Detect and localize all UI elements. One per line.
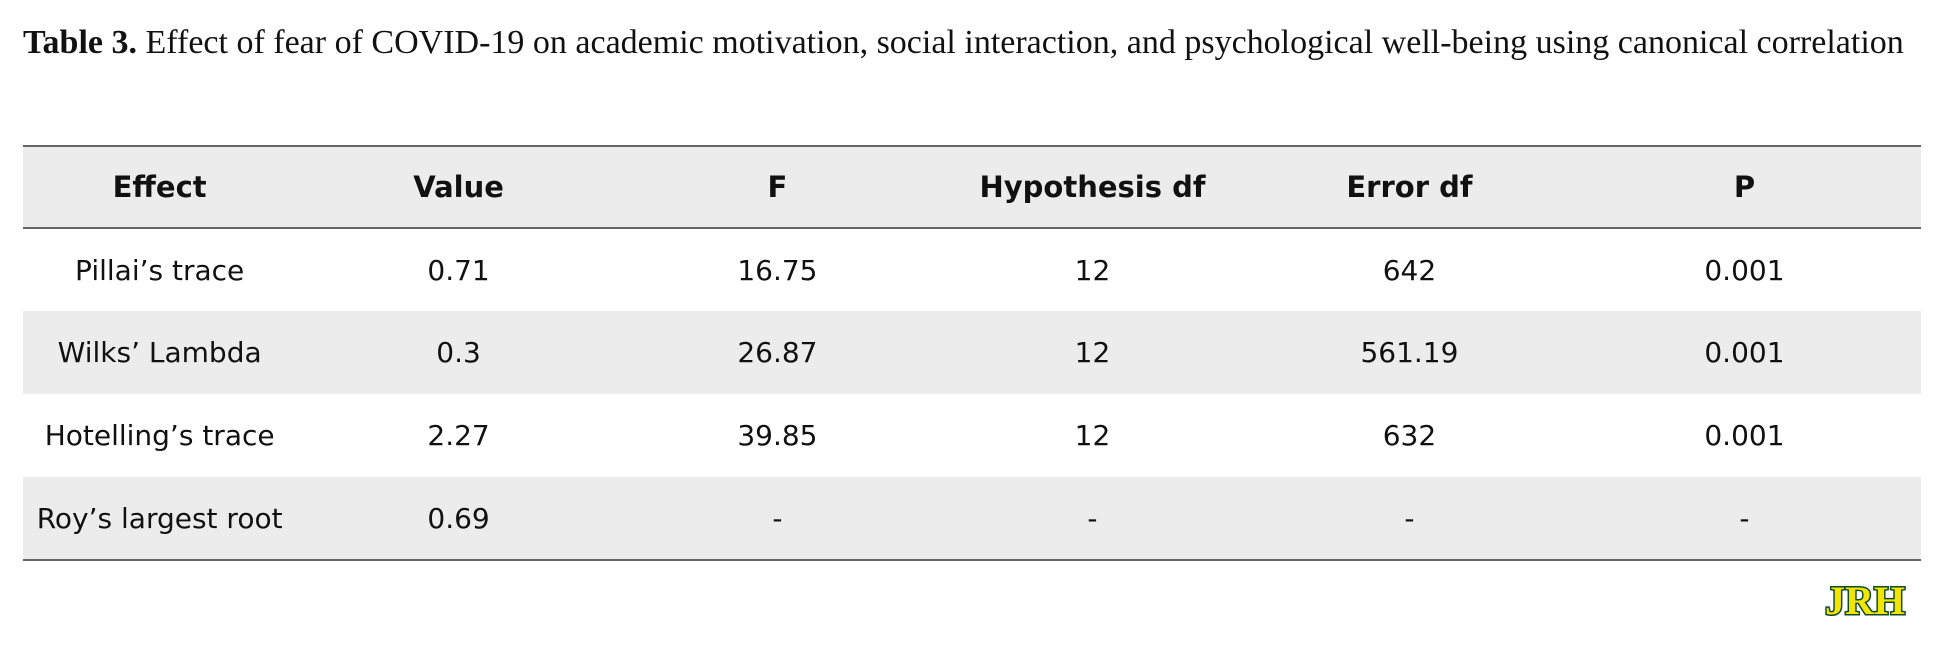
- table-row: Wilks’ Lambda 0.3 26.87 12 561.19 0.001: [23, 311, 1921, 394]
- cell-hypothesis-df: -: [1087, 501, 1098, 535]
- cell-p: 0.001: [1704, 336, 1785, 369]
- header-error-df: Error df: [1346, 170, 1473, 204]
- table-row: Pillai’s trace 0.71 16.75 12 642 0.001: [23, 228, 1921, 311]
- cell-value: 0.69: [427, 501, 490, 535]
- cell-effect: Wilks’ Lambda: [57, 336, 262, 369]
- cell-f: 39.85: [737, 419, 818, 452]
- header-value: Value: [413, 170, 504, 204]
- jrh-logo: JRH: [1824, 580, 1907, 620]
- cell-value: 0.71: [427, 253, 490, 287]
- table-caption-text: Effect of fear of COVID-19 on academic m…: [137, 24, 1904, 61]
- table-header-row: Effect Value F Hypothesis df Error df P: [23, 146, 1921, 228]
- header-f: F: [767, 170, 788, 204]
- table-caption-label: Table 3.: [23, 24, 138, 61]
- header-hypothesis-df: Hypothesis df: [979, 170, 1206, 204]
- cell-value: 0.3: [436, 336, 481, 369]
- results-table-container: Effect Value F Hypothesis df Error df P …: [23, 145, 1921, 561]
- cell-value: 2.27: [427, 419, 490, 452]
- table-row: Roy’s largest root 0.69 - - - -: [23, 477, 1921, 560]
- header-p: P: [1733, 170, 1756, 204]
- cell-error-df: -: [1404, 501, 1415, 535]
- jrh-logo-text: JRH: [1825, 580, 1905, 620]
- cell-f: 16.75: [737, 253, 818, 287]
- cell-f: -: [772, 501, 783, 535]
- cell-error-df: 561.19: [1360, 336, 1459, 369]
- cell-effect: Hotelling’s trace: [44, 419, 275, 452]
- cell-p: 0.001: [1704, 419, 1785, 452]
- cell-p: -: [1739, 501, 1750, 535]
- table-caption: Table 3. Effect of fear of COVID-19 on a…: [23, 20, 1923, 66]
- cell-effect: Pillai’s trace: [75, 253, 245, 287]
- cell-hypothesis-df: 12: [1074, 336, 1111, 369]
- cell-hypothesis-df: 12: [1074, 419, 1111, 452]
- cell-f: 26.87: [737, 336, 818, 369]
- cell-hypothesis-df: 12: [1074, 253, 1111, 287]
- table-row: Hotelling’s trace 2.27 39.85 12 632 0.00…: [23, 394, 1921, 477]
- cell-effect: Roy’s largest root: [36, 501, 283, 535]
- header-effect: Effect: [112, 170, 207, 204]
- cell-p: 0.001: [1704, 253, 1785, 287]
- cell-error-df: 642: [1382, 253, 1437, 287]
- results-table: Effect Value F Hypothesis df Error df P …: [23, 145, 1921, 561]
- cell-error-df: 632: [1382, 419, 1437, 452]
